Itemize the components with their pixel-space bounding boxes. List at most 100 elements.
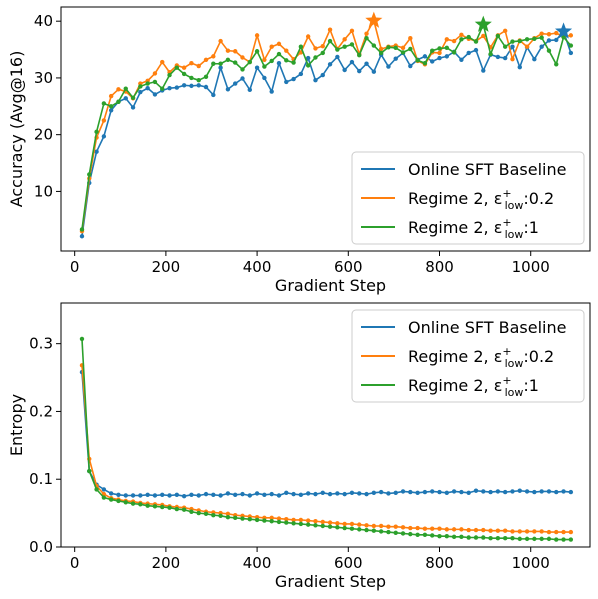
data-point [466, 535, 471, 540]
data-point [152, 493, 158, 498]
data-point [539, 529, 544, 534]
data-point [342, 44, 347, 49]
data-point [561, 489, 566, 494]
data-point [305, 63, 311, 68]
data-point [181, 493, 187, 499]
data-point [510, 529, 515, 534]
data-point [393, 530, 398, 535]
data-point [386, 524, 391, 529]
data-point [393, 524, 398, 529]
data-point [357, 68, 362, 74]
data-point [539, 489, 544, 494]
data-point [451, 50, 457, 55]
data-point [393, 56, 398, 61]
data-point [196, 63, 201, 69]
data-point [305, 491, 311, 496]
data-point [532, 529, 537, 534]
data-point [320, 50, 325, 56]
best-marker-star [365, 11, 383, 28]
data-point [481, 33, 486, 39]
data-point [276, 516, 282, 521]
y-tick-label: 0.0 [29, 538, 53, 556]
data-point [473, 39, 479, 44]
data-point [481, 527, 486, 533]
data-point [247, 493, 252, 498]
data-point [554, 529, 559, 535]
data-point [225, 491, 231, 496]
data-point [561, 34, 566, 40]
data-point [459, 527, 464, 532]
data-point [108, 93, 114, 99]
data-point [291, 517, 296, 523]
data-point [218, 513, 223, 519]
data-point [357, 522, 362, 527]
y-tick-label: 10 [34, 182, 53, 200]
data-point [298, 517, 304, 523]
data-point [123, 96, 128, 101]
x-axis-label: Gradient Step [275, 276, 386, 295]
y-tick-label: 40 [34, 12, 53, 30]
best-marker-star [554, 22, 573, 39]
data-point [510, 44, 515, 49]
legend: Online SFT Baseline Regime 2, ε+ low:0.2 Re… [351, 309, 585, 403]
data-point [561, 537, 566, 542]
data-point [189, 83, 194, 89]
data-point [539, 31, 544, 36]
data-point [473, 47, 479, 53]
data-point [568, 50, 574, 56]
data-point [444, 37, 450, 42]
data-point [532, 489, 537, 495]
legend: Online SFT Baseline Regime 2, ε+ low:0.2 Re… [351, 151, 585, 245]
data-point [254, 33, 260, 38]
data-point [371, 69, 377, 74]
data-point [444, 45, 450, 51]
data-point [313, 491, 318, 497]
data-point [254, 65, 260, 70]
data-point [495, 535, 501, 541]
data-point [116, 87, 121, 92]
data-point [225, 87, 231, 92]
data-point [349, 42, 355, 47]
data-point [349, 490, 355, 495]
data-point [451, 38, 457, 44]
data-point [554, 62, 559, 67]
data-point [554, 30, 559, 36]
data-point [276, 51, 282, 57]
data-point [546, 536, 552, 542]
data-point [502, 489, 508, 495]
data-point [517, 64, 522, 70]
x-tick-label: 200 [152, 258, 181, 276]
series-2 [79, 22, 574, 232]
data-point [364, 31, 369, 36]
x-tick-label: 0 [70, 554, 80, 572]
data-point [101, 118, 107, 123]
data-point [481, 489, 486, 494]
y-tick-label: 20 [34, 126, 53, 144]
data-point [218, 38, 223, 44]
data-point [167, 505, 172, 510]
data-point [342, 491, 347, 497]
y-axis-label: Accuracy (Avg@16) [7, 51, 26, 208]
data-point [247, 87, 252, 93]
data-point [378, 529, 384, 534]
data-point [451, 534, 457, 540]
data-point [502, 44, 508, 49]
data-point [108, 491, 114, 496]
data-point [364, 36, 369, 41]
data-point [422, 532, 428, 537]
data-point [116, 498, 121, 504]
data-point [473, 535, 479, 540]
data-point [422, 526, 428, 531]
data-point [291, 60, 296, 65]
data-point [138, 89, 143, 95]
data-point [568, 537, 574, 542]
data-point [269, 491, 274, 497]
data-point [130, 501, 136, 506]
data-point [130, 95, 136, 100]
data-point [211, 54, 216, 59]
data-point [335, 521, 340, 526]
data-point [138, 84, 143, 89]
y-tick-label: 0.2 [29, 402, 53, 420]
data-point [196, 493, 201, 498]
data-point [160, 504, 165, 510]
